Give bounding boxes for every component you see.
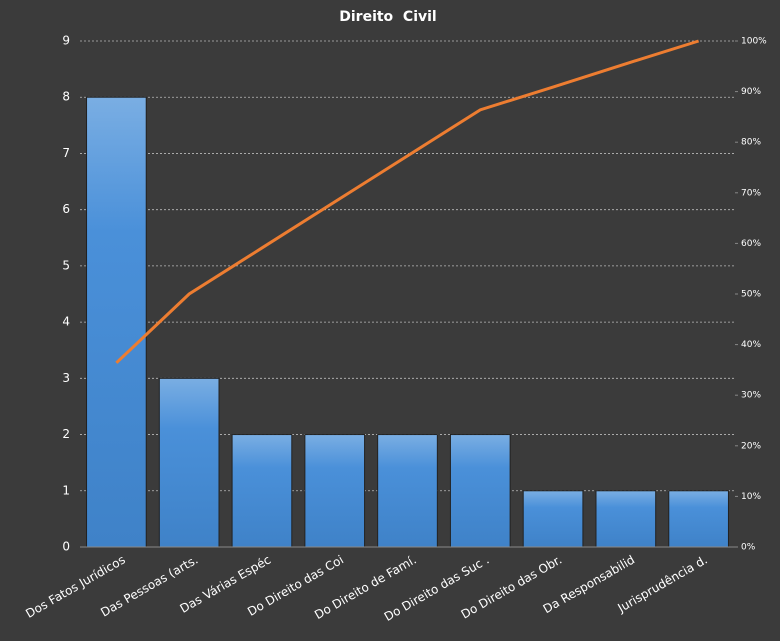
- bar: [595, 490, 657, 548]
- bar: [231, 434, 293, 548]
- y2-tick-label: 20%: [741, 441, 761, 451]
- y-tick-label: 1: [62, 483, 70, 497]
- y-tick-label: 5: [62, 258, 70, 272]
- bar: [449, 434, 511, 548]
- y2-tick-label: 70%: [741, 188, 761, 198]
- y2-tick-label: 50%: [741, 290, 761, 300]
- y2-tick-label: 80%: [741, 138, 761, 148]
- bar: [668, 490, 729, 548]
- y2-tick-label: 90%: [741, 87, 761, 97]
- bar: [304, 434, 366, 548]
- y-tick-label: 6: [62, 202, 70, 216]
- bar: [86, 96, 147, 548]
- y-tick-label: 7: [62, 146, 70, 160]
- y2-tick-label: 10%: [741, 492, 761, 502]
- y2-tick-label: 100%: [741, 37, 767, 47]
- y-tick-label: 0: [62, 540, 70, 554]
- line: [115, 39, 700, 364]
- y2-tick-label: 0%: [741, 543, 756, 553]
- bar: [377, 434, 438, 548]
- bar: [158, 377, 220, 548]
- bar: [522, 490, 584, 548]
- chart-title: Direito Civil: [339, 9, 436, 25]
- y2-tick-label: 30%: [741, 391, 761, 401]
- y-tick-label: 4: [62, 315, 70, 329]
- y-tick-label: 3: [62, 371, 70, 385]
- y-tick-label: 2: [62, 427, 70, 441]
- y2-tick-label: 60%: [741, 239, 761, 249]
- y-tick-label: 8: [62, 90, 70, 104]
- y-tick-label: 9: [62, 34, 70, 48]
- y2-tick-label: 40%: [741, 340, 761, 350]
